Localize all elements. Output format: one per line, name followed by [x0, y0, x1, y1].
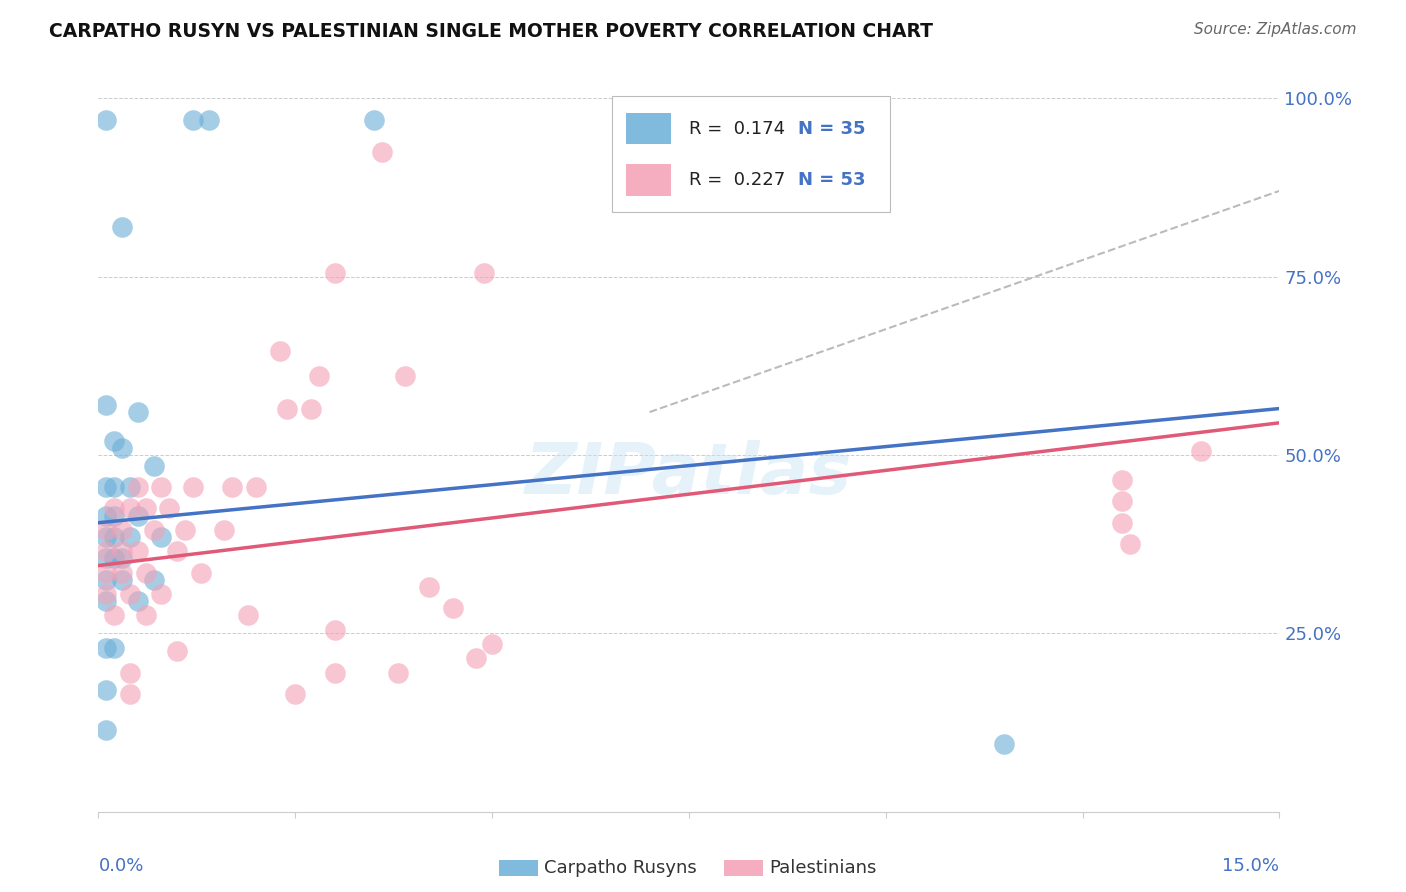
Point	[127, 544, 149, 558]
Text: CARPATHO RUSYN VS PALESTINIAN SINGLE MOTHER POVERTY CORRELATION CHART: CARPATHO RUSYN VS PALESTINIAN SINGLE MOT…	[49, 22, 934, 41]
Point	[150, 530, 173, 544]
Point	[127, 508, 149, 523]
Point	[111, 566, 134, 580]
Point	[1111, 494, 1133, 508]
Point	[127, 594, 149, 608]
Point	[103, 640, 125, 655]
Point	[371, 145, 394, 159]
Point	[166, 544, 188, 558]
FancyBboxPatch shape	[612, 96, 890, 212]
Point	[127, 480, 149, 494]
Point	[96, 683, 118, 698]
Point	[323, 623, 346, 637]
Point	[96, 544, 118, 558]
Point	[96, 508, 118, 523]
Point	[103, 530, 125, 544]
Point	[135, 608, 157, 623]
Point	[103, 434, 125, 448]
Point	[197, 112, 219, 127]
Point	[142, 458, 165, 473]
Point	[103, 501, 125, 516]
Point	[323, 266, 346, 280]
Point	[118, 587, 141, 601]
Point	[236, 608, 259, 623]
Point	[118, 665, 141, 680]
Point	[127, 405, 149, 419]
Point	[142, 523, 165, 537]
Point	[1119, 537, 1142, 551]
Point	[118, 480, 141, 494]
Point	[284, 687, 307, 701]
Point	[481, 637, 503, 651]
Point	[96, 398, 118, 412]
Point	[174, 523, 197, 537]
Point	[166, 644, 188, 658]
Text: 15.0%: 15.0%	[1222, 856, 1279, 875]
Point	[387, 665, 409, 680]
Point	[96, 723, 118, 737]
Point	[190, 566, 212, 580]
Point	[103, 480, 125, 494]
Text: R =  0.174: R = 0.174	[689, 120, 785, 137]
Point	[111, 441, 134, 455]
Point	[269, 344, 291, 359]
Bar	[626, 113, 671, 145]
Text: N = 53: N = 53	[797, 170, 865, 189]
Point	[111, 573, 134, 587]
Point	[111, 544, 134, 558]
Point	[135, 566, 157, 580]
Text: Carpatho Rusyns: Carpatho Rusyns	[544, 859, 697, 877]
Point	[118, 687, 141, 701]
Point	[96, 566, 118, 580]
Point	[276, 401, 298, 416]
Text: R =  0.227: R = 0.227	[689, 170, 785, 189]
Point	[111, 219, 134, 234]
Point	[96, 480, 118, 494]
Point	[96, 551, 118, 566]
Text: Palestinians: Palestinians	[769, 859, 876, 877]
Point	[150, 480, 173, 494]
Point	[103, 608, 125, 623]
Point	[465, 651, 488, 665]
Point	[118, 530, 141, 544]
Point	[118, 501, 141, 516]
Point	[142, 573, 165, 587]
Point	[96, 530, 118, 544]
Point	[103, 508, 125, 523]
Point	[441, 601, 464, 615]
Point	[299, 401, 322, 416]
Point	[323, 665, 346, 680]
Point	[394, 369, 416, 384]
Point	[111, 523, 134, 537]
Point	[135, 501, 157, 516]
Point	[214, 523, 236, 537]
Text: 0.0%: 0.0%	[98, 856, 143, 875]
Point	[96, 112, 118, 127]
Point	[150, 587, 173, 601]
Point	[221, 480, 243, 494]
Point	[418, 580, 440, 594]
Bar	[626, 164, 671, 195]
Point	[1111, 516, 1133, 530]
Point	[1111, 473, 1133, 487]
Point	[96, 523, 118, 537]
Point	[245, 480, 267, 494]
Point	[96, 573, 118, 587]
Point	[157, 501, 180, 516]
Text: N = 35: N = 35	[797, 120, 865, 137]
Point	[993, 737, 1015, 751]
Point	[363, 112, 385, 127]
Point	[103, 551, 125, 566]
Point	[181, 112, 204, 127]
Text: ZIPatlas: ZIPatlas	[526, 440, 852, 509]
Text: Source: ZipAtlas.com: Source: ZipAtlas.com	[1194, 22, 1357, 37]
Point	[181, 480, 204, 494]
Point	[111, 551, 134, 566]
Point	[96, 587, 118, 601]
Point	[472, 266, 495, 280]
Point	[1189, 444, 1212, 458]
Point	[96, 640, 118, 655]
Point	[96, 594, 118, 608]
Point	[308, 369, 330, 384]
